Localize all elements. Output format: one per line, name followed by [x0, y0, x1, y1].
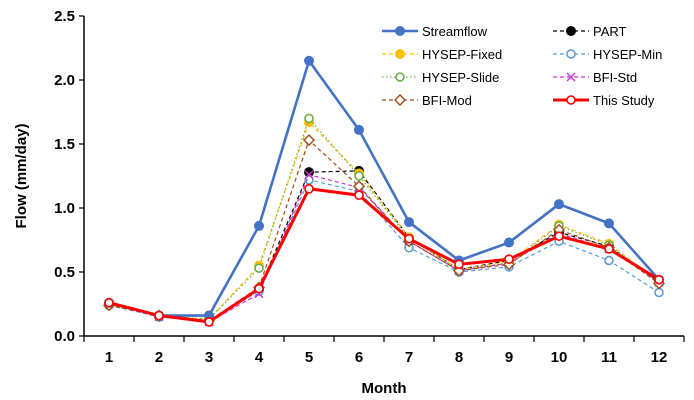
- data-point-streamflow: [404, 217, 414, 228]
- data-point-this-study: [654, 274, 664, 285]
- x-tick-label: 12: [651, 349, 668, 366]
- data-point-hysep-slide: [304, 113, 314, 124]
- legend-item-streamflow: Streamflow: [382, 24, 488, 39]
- x-tick-label: 4: [255, 349, 264, 366]
- y-tick-label: 1.5: [54, 136, 75, 153]
- legend-swatch-marker: [395, 49, 405, 59]
- data-point-streamflow: [554, 199, 564, 210]
- legend: Streamflow PART HYSEP-Fixed HYSEP-Min HYSEP-…: [382, 24, 662, 108]
- series-part: [104, 165, 664, 326]
- legend-item-bfi-std: BFI-Std: [553, 70, 637, 85]
- legend-label: BFI-Mod: [422, 93, 472, 108]
- x-tick-label: 1: [105, 349, 113, 366]
- series-line-streamflow: [108, 57, 660, 317]
- x-tick-label: 10: [551, 349, 568, 366]
- series-layer: [103, 55, 665, 327]
- legend-item-hysep-min: HYSEP-Min: [553, 47, 662, 62]
- x-tick-label: 5: [305, 349, 313, 366]
- data-point-this-study: [404, 233, 414, 244]
- y-tick-label: 2.0: [54, 72, 75, 89]
- marker-stroke: [566, 72, 576, 82]
- x-tick-label: 7: [405, 349, 413, 366]
- data-point-hysep-slide: [254, 263, 264, 273]
- data-point-this-study: [354, 190, 364, 200]
- legend-item-this-study: This Study: [553, 93, 655, 108]
- data-point-this-study: [154, 310, 164, 321]
- legend-label: HYSEP-Fixed: [422, 47, 502, 62]
- series-line-this-study: [108, 187, 660, 324]
- legend-item-hysep-slide: HYSEP-Slide: [382, 70, 499, 85]
- legend-label: PART: [593, 24, 627, 39]
- legend-swatch-marker: [566, 72, 576, 82]
- y-tick-label: 1.0: [54, 200, 75, 217]
- legend-swatch-marker: [394, 94, 406, 106]
- data-point-this-study: [554, 231, 564, 241]
- series-hysep-min: [104, 175, 664, 326]
- legend-label: HYSEP-Min: [593, 47, 662, 62]
- data-point-hysep-slide: [354, 171, 364, 181]
- data-point-this-study: [204, 317, 214, 327]
- series-line-part: [108, 170, 660, 322]
- data-point-hysep-min: [604, 255, 614, 266]
- series-line-hysep-slide: [108, 117, 660, 320]
- legend-item-bfi-mod: BFI-Mod: [382, 93, 472, 108]
- x-tick-label: 8: [455, 349, 463, 366]
- series-bfi-mod: [103, 134, 665, 327]
- legend-label: This Study: [593, 93, 655, 108]
- series-streamflow: [104, 55, 664, 321]
- legend-item-part: PART: [553, 24, 627, 39]
- series-this-study: [104, 184, 664, 327]
- y-tick-label: 2.5: [54, 8, 75, 25]
- data-point-streamflow: [604, 218, 614, 229]
- legend-item-hysep-fixed: HYSEP-Fixed: [382, 47, 502, 62]
- legend-label: Streamflow: [422, 24, 488, 39]
- data-point-streamflow: [254, 220, 264, 231]
- x-tick-label: 3: [205, 349, 213, 366]
- series-hysep-fixed: [104, 117, 664, 325]
- y-tick-label: 0.0: [54, 328, 75, 345]
- marker-stroke: [304, 170, 314, 180]
- legend-swatch-marker: [395, 72, 405, 82]
- x-axis-title: Month: [362, 380, 407, 397]
- data-point-this-study: [454, 259, 464, 270]
- axes: 0.00.51.01.52.02.51 2 3 4 5 6 7 8 9 10 11 12: [54, 8, 685, 366]
- data-point-hysep-min: [654, 287, 664, 298]
- data-point-this-study: [104, 297, 114, 308]
- data-point-this-study: [254, 283, 264, 294]
- y-axis-title: Flow (mm/day): [13, 123, 30, 228]
- legend-swatch-marker: [395, 26, 405, 36]
- y-tick-label: 0.5: [54, 264, 75, 281]
- legend-label: HYSEP-Slide: [422, 70, 499, 85]
- x-tick-label: 11: [601, 349, 617, 366]
- data-point-this-study: [604, 244, 614, 254]
- x-tick-label: 9: [505, 349, 513, 366]
- x-tick-label: 2: [155, 349, 163, 366]
- x-tick-label: 6: [355, 349, 363, 366]
- series-line-bfi-mod: [108, 139, 660, 322]
- data-point-streamflow: [354, 124, 364, 135]
- data-point-this-study: [504, 254, 514, 265]
- legend-swatch-marker: [566, 26, 576, 36]
- data-point-this-study: [304, 184, 314, 194]
- series-line-hysep-min: [108, 179, 660, 322]
- legend-label: BFI-Std: [593, 70, 637, 85]
- data-point-bfi-std: [304, 170, 314, 180]
- data-point-streamflow: [504, 237, 514, 248]
- legend-swatch-marker: [566, 49, 576, 59]
- series-line-hysep-fixed: [108, 121, 660, 320]
- series-bfi-std: [104, 170, 664, 327]
- legend-swatch-marker: [566, 95, 576, 105]
- data-point-bfi-mod: [303, 134, 315, 147]
- data-point-streamflow: [304, 55, 314, 66]
